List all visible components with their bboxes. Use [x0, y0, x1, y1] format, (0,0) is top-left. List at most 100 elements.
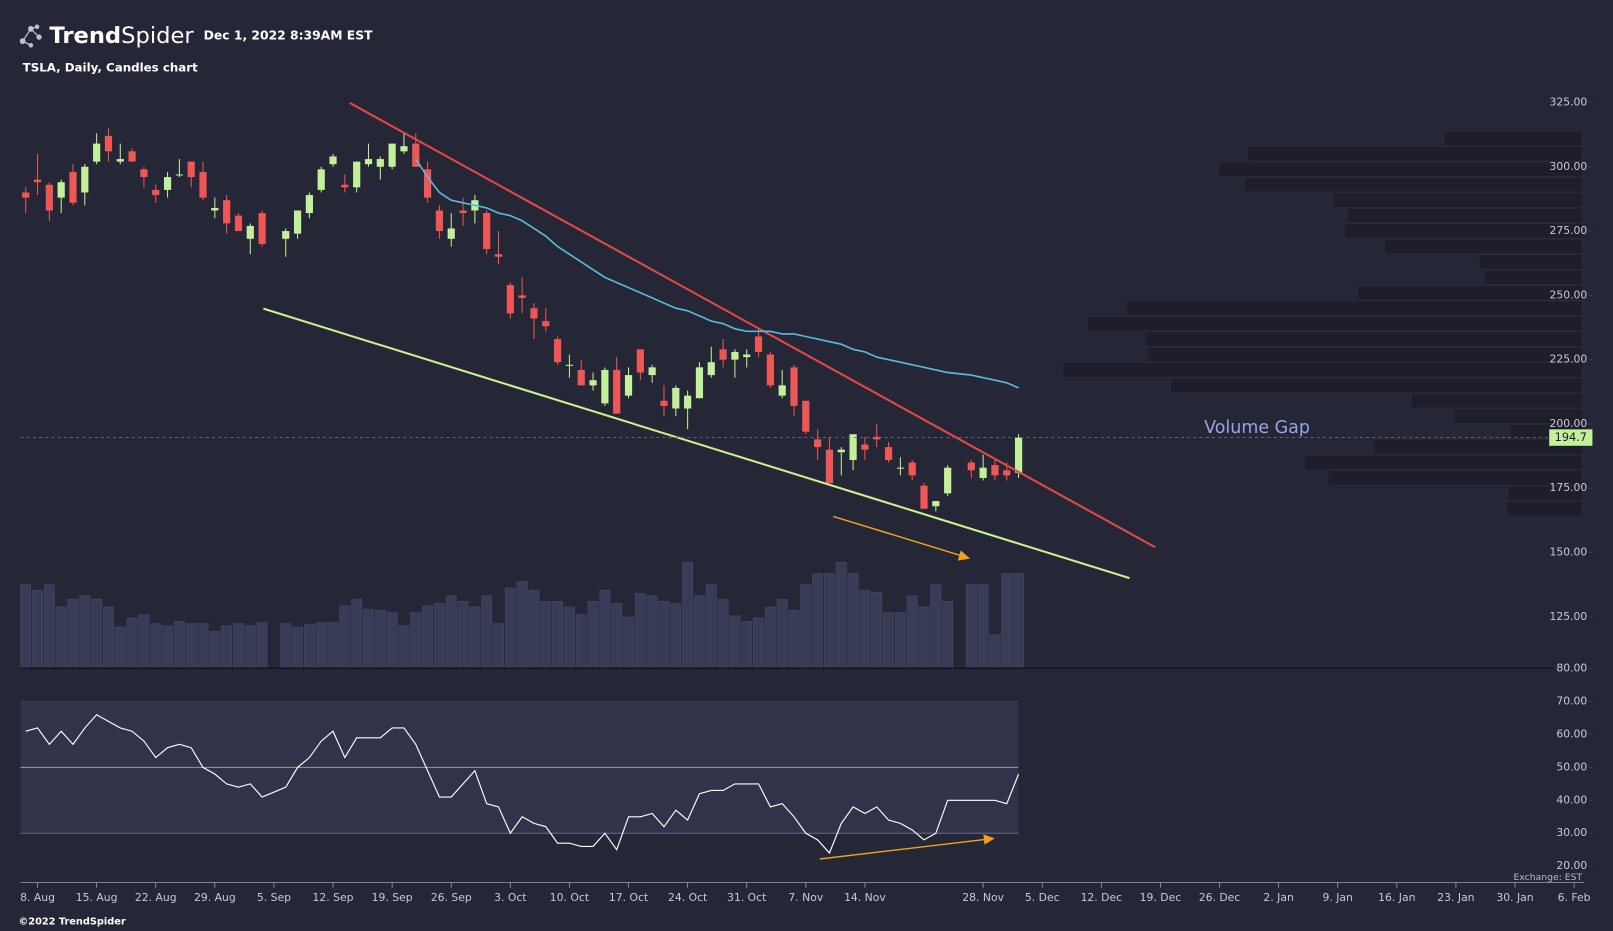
brand-light: Spider	[121, 23, 194, 49]
candle-body	[518, 295, 526, 298]
candle-body	[731, 351, 739, 360]
volume-profile	[1062, 130, 1583, 517]
candle-body	[305, 195, 313, 214]
volume-bar	[351, 598, 363, 669]
x-tick-label: 2. Jan	[1263, 891, 1293, 904]
x-tick-label: 28. Nov	[962, 891, 1004, 904]
rsi-tick-label: 50.00	[1556, 760, 1587, 773]
volume-bar	[906, 595, 918, 669]
volume-profile-bar	[1144, 331, 1583, 347]
x-tick-label: 5. Sep	[257, 891, 291, 904]
candle-body	[896, 467, 904, 469]
volume-bar	[989, 634, 1001, 669]
candle-body	[624, 375, 633, 396]
candle-body	[589, 380, 597, 386]
y-tick-label: 275.00	[1550, 224, 1588, 237]
volume-bar	[634, 593, 646, 669]
x-tick-label: 29. Aug	[194, 891, 236, 904]
volume-bar	[55, 606, 67, 669]
volume-profile-bar	[1244, 177, 1583, 193]
candle-body	[33, 179, 42, 183]
resistance-trendline	[349, 101, 1156, 549]
candle-body	[979, 467, 987, 478]
volume-bar	[209, 631, 221, 669]
volume-bar	[292, 626, 304, 669]
candle-body	[873, 436, 881, 440]
candle-body	[400, 146, 408, 152]
candle-body	[45, 184, 53, 211]
volume-bar	[398, 625, 410, 669]
candle-body	[530, 308, 538, 319]
candle-body	[258, 213, 266, 244]
candle-body	[837, 449, 845, 453]
candle-body	[57, 182, 65, 198]
support-trendline	[263, 307, 1130, 580]
volume-bar	[528, 589, 540, 669]
candle-body	[967, 462, 975, 471]
volume-bar	[516, 580, 528, 669]
volume-profile-bar	[1478, 254, 1583, 270]
x-tick-label: 19. Dec	[1140, 891, 1182, 904]
volume-bar	[942, 601, 954, 669]
volume-profile-bar	[1373, 439, 1583, 455]
volume-bar	[481, 595, 493, 669]
candle-body	[849, 434, 857, 460]
candle-body	[695, 367, 704, 399]
candle-body	[388, 143, 396, 167]
x-tick-label: 30. Jan	[1496, 891, 1533, 904]
candle-body	[932, 501, 940, 507]
volume-gap-label: Volume Gap	[1204, 418, 1310, 438]
volume-profile-bar	[1507, 485, 1583, 501]
timestamp: Dec 1, 2022 8:39AM EST	[204, 29, 373, 43]
volume-bar	[150, 623, 162, 669]
y-tick-label: 250.00	[1550, 288, 1588, 301]
rsi-tick-label: 40.00	[1556, 793, 1587, 806]
volume-bar	[469, 606, 481, 669]
rsi-line	[25, 714, 1020, 855]
candle-body	[577, 369, 585, 386]
brand-bold: Trend	[49, 23, 121, 49]
candle-body	[1003, 470, 1011, 476]
candle-body	[814, 439, 822, 448]
volume-bar	[611, 603, 623, 669]
volume-profile-bar	[1062, 362, 1583, 378]
volume-bar	[374, 609, 386, 669]
candle-body	[506, 285, 514, 314]
candle-body	[116, 159, 124, 162]
volume-bar	[303, 624, 315, 669]
volume-bar	[221, 625, 233, 669]
volume-bar	[835, 561, 847, 669]
volume-bar	[1013, 573, 1025, 669]
y-tick-label: 175.00	[1550, 481, 1588, 494]
candle-body	[790, 367, 798, 406]
volume-profile-bar	[1147, 346, 1583, 363]
volume-bar	[587, 601, 599, 669]
volume-profile-bar	[1126, 300, 1583, 316]
rsi-tick-label: 20.00	[1556, 859, 1587, 872]
candle-body	[908, 462, 916, 476]
candle-body	[152, 189, 160, 196]
candle-body	[163, 177, 172, 190]
candle-body	[376, 159, 384, 167]
y-tick-label: 325.00	[1550, 95, 1588, 108]
candle-body	[944, 467, 952, 494]
volume-bar	[894, 612, 906, 669]
candle-body	[175, 174, 183, 176]
x-tick-label: 7. Nov	[788, 891, 823, 904]
volume-bar	[185, 623, 197, 669]
moving-average	[415, 158, 1019, 389]
candle-body	[187, 161, 195, 178]
exchange: Exchange: EST	[1514, 872, 1583, 883]
volume-bar	[682, 561, 694, 669]
volume-bar	[386, 612, 398, 669]
volume-bar	[138, 614, 150, 669]
volume-bar	[197, 623, 209, 669]
candle-body	[211, 207, 219, 211]
volume-bar	[871, 592, 883, 669]
volume-bar	[623, 616, 634, 669]
x-tick-label: 3. Oct	[494, 891, 526, 904]
x-tick-label: 16. Jan	[1378, 891, 1415, 904]
x-tick-label: 17. Oct	[609, 891, 648, 904]
x-tick-label: 19. Sep	[372, 891, 413, 904]
volume-bar	[717, 598, 729, 669]
